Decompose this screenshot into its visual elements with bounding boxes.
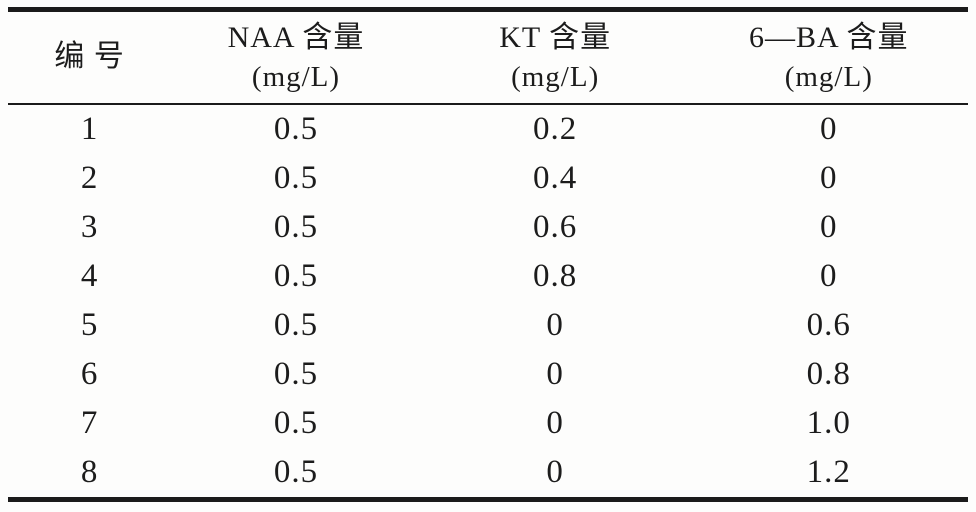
table-row: 7 0.5 0 1.0 [8,399,968,448]
table-row: 4 0.5 0.8 0 [8,252,968,301]
col-header-naa-label: NAA 含量 [227,20,365,54]
table-row: 5 0.5 0 0.6 [8,301,968,350]
table-row: 3 0.5 0.6 0 [8,203,968,252]
cell-naa: 0.5 [273,258,319,294]
cell-ba: 0.6 [806,307,851,343]
col-header-6ba-unit: (mg/L) [784,61,873,94]
cell-no: 4 [80,258,99,294]
table-row: 8 0.5 0 1.2 [8,448,968,500]
cell-ba: 1.2 [806,454,851,490]
cell-ba: 0 [820,258,838,294]
cell-kt: 0.8 [533,258,578,294]
header-row: 编 号 NAA 含量 (mg/L) KT 含量 (mg/L) 6—BA 含量 (… [8,10,968,105]
col-header-6ba-label: 6—BA 含量 [749,20,909,54]
table-row: 6 0.5 0 0.8 [8,350,968,399]
cell-naa: 0.5 [273,356,319,392]
cell-kt: 0.2 [533,111,578,147]
cell-kt: 0 [546,307,564,343]
cell-no: 2 [80,160,99,196]
cell-naa: 0.5 [273,111,319,147]
cell-ba: 1.0 [806,405,851,441]
table-body: 1 0.5 0.2 0 2 0.5 0.4 0 3 0.5 0.6 0 4 0.5 0.8 0 5 0.5 0 0.6… [8,104,968,500]
cell-no: 1 [80,111,99,147]
col-header-kt: KT 含量 (mg/L) [421,10,690,105]
col-header-kt-label: KT 含量 [499,20,612,54]
cell-kt: 0.6 [533,209,578,245]
col-header-number-label: 编 号 [54,40,125,74]
col-header-kt-unit: (mg/L) [511,61,600,94]
col-header-naa-unit: (mg/L) [251,61,341,94]
cell-kt: 0 [546,356,564,392]
table-row: 1 0.5 0.2 0 [8,104,968,154]
cell-no: 8 [80,454,99,490]
hormone-treatment-table: 编 号 NAA 含量 (mg/L) KT 含量 (mg/L) 6—BA 含量 (… [8,7,968,502]
cell-ba: 0 [820,160,838,196]
cell-ba: 0.8 [806,356,851,392]
cell-naa: 0.5 [273,405,319,441]
cell-naa: 0.5 [273,307,319,343]
cell-kt: 0 [546,454,564,490]
cell-kt: 0.4 [533,160,578,196]
cell-naa: 0.5 [273,209,319,245]
col-header-number: 编 号 [8,10,171,105]
table-row: 2 0.5 0.4 0 [8,154,968,203]
cell-ba: 0 [820,209,838,245]
cell-naa: 0.5 [273,454,319,490]
cell-no: 6 [80,356,99,392]
cell-no: 3 [80,209,99,245]
cell-kt: 0 [546,405,564,441]
cell-no: 7 [80,405,99,441]
cell-no: 5 [80,307,99,343]
col-header-naa: NAA 含量 (mg/L) [171,10,421,105]
col-header-6ba: 6—BA 含量 (mg/L) [690,10,968,105]
cell-ba: 0 [820,111,838,147]
cell-naa: 0.5 [273,160,319,196]
